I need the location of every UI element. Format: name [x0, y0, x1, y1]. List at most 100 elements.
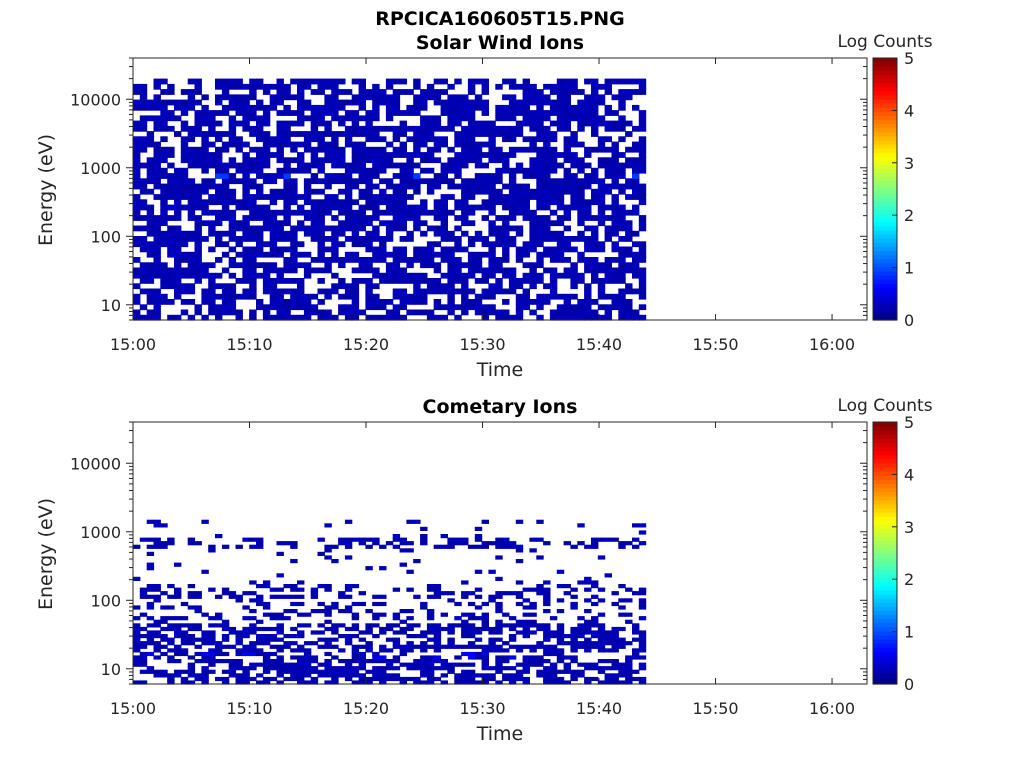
heatmap-cell: [604, 125, 612, 132]
heatmap-cell: [420, 293, 428, 300]
colorbar-swatch: [873, 119, 897, 125]
heatmap-cell: [174, 648, 182, 653]
heatmap-cell: [379, 655, 387, 660]
heatmap-cell: [502, 183, 510, 190]
heatmap-cell: [379, 673, 387, 678]
heatmap-cell: [344, 309, 353, 316]
heatmap-cell: [515, 676, 524, 682]
heatmap-cell: [584, 120, 592, 127]
heatmap-cell: [536, 136, 544, 143]
heatmap-cell: [215, 183, 223, 190]
heatmap-cell: [392, 220, 401, 227]
heatmap-cell: [481, 309, 489, 316]
heatmap-cell: [440, 534, 448, 539]
heatmap-cell: [570, 669, 578, 674]
heatmap-cell: [584, 99, 592, 106]
heatmap-cell: [153, 167, 161, 174]
heatmap-cell: [385, 199, 394, 206]
heatmap-cell: [344, 641, 353, 646]
heatmap-cell: [221, 199, 230, 206]
heatmap-cell: [167, 278, 175, 284]
heatmap-cell: [146, 115, 155, 122]
heatmap-cell: [406, 104, 414, 111]
heatmap-cell: [454, 141, 462, 148]
heatmap-cell: [426, 666, 435, 671]
heatmap-cell: [317, 188, 325, 195]
heatmap-cell: [426, 120, 435, 127]
heatmap-cell: [638, 125, 647, 132]
heatmap-cell: [556, 659, 565, 664]
heatmap-cell: [297, 278, 305, 284]
heatmap-cell: [290, 110, 298, 116]
heatmap-cell: [543, 157, 551, 164]
heatmap-cell: [638, 598, 647, 603]
heatmap-cell: [399, 78, 407, 85]
heatmap-cell: [426, 309, 435, 316]
heatmap-cell: [324, 267, 332, 274]
heatmap-cell: [399, 131, 407, 137]
heatmap-cell: [276, 669, 284, 674]
heatmap-cell: [133, 309, 141, 316]
heatmap-cell: [290, 559, 298, 564]
heatmap-cell: [549, 634, 558, 639]
heatmap-cell: [543, 152, 551, 158]
heatmap-cell: [495, 215, 503, 221]
heatmap-cell: [249, 225, 257, 232]
heatmap-cell: [495, 591, 503, 596]
heatmap-cell: [426, 257, 435, 263]
heatmap-cell: [208, 288, 216, 295]
heatmap-cell: [392, 194, 401, 200]
heatmap-cell: [515, 314, 524, 321]
heatmap-cell: [358, 104, 366, 111]
heatmap-cell: [174, 257, 182, 263]
heatmap-cell: [461, 136, 469, 143]
heatmap-cell: [413, 283, 421, 290]
heatmap-cell: [351, 162, 360, 169]
heatmap-cell: [591, 644, 599, 649]
heatmap-cell: [297, 666, 305, 671]
heatmap-cell: [331, 194, 339, 200]
heatmap-cell: [317, 199, 325, 206]
heatmap-cell: [474, 630, 483, 635]
heatmap-cell: [146, 309, 155, 316]
heatmap-cell: [447, 183, 455, 190]
heatmap-cell: [249, 194, 257, 200]
heatmap-cell: [597, 598, 606, 603]
heatmap-cell: [632, 173, 640, 179]
heatmap-cell: [420, 246, 428, 253]
heatmap-cell: [577, 178, 585, 185]
heatmap-cell: [365, 267, 373, 274]
heatmap-cell: [242, 257, 250, 263]
heatmap-cell: [474, 152, 483, 158]
heatmap-cell: [351, 601, 360, 607]
heatmap-cell: [481, 293, 489, 300]
heatmap-cell: [372, 655, 380, 660]
heatmap-cell: [556, 304, 565, 311]
heatmap-cell: [611, 230, 619, 237]
heatmap-cell: [365, 283, 373, 290]
heatmap-cell: [399, 304, 407, 311]
heatmap-cell: [331, 544, 339, 549]
heatmap-cell: [180, 120, 189, 127]
heatmap-cell: [447, 591, 455, 596]
colorbar-swatch: [873, 103, 897, 108]
heatmap-cell: [563, 94, 571, 101]
heatmap-cell: [385, 626, 394, 632]
heatmap-cell: [495, 537, 503, 542]
heatmap-cell: [597, 648, 606, 653]
heatmap-cell: [632, 544, 640, 549]
heatmap-cell: [536, 183, 544, 190]
heatmap-cell: [276, 648, 284, 653]
heatmap-cell: [297, 655, 305, 660]
heatmap-cell: [256, 115, 264, 122]
heatmap-cell: [194, 194, 202, 200]
colorbar-swatch: [873, 634, 897, 640]
heatmap-cell: [577, 304, 585, 311]
heatmap-cell: [536, 673, 544, 678]
heatmap-cell: [174, 288, 182, 295]
heatmap-cell: [153, 157, 161, 164]
heatmap-cell: [133, 183, 141, 190]
heatmap-cell: [344, 183, 353, 190]
heatmap-cell: [351, 648, 360, 653]
heatmap-cell: [495, 623, 503, 628]
